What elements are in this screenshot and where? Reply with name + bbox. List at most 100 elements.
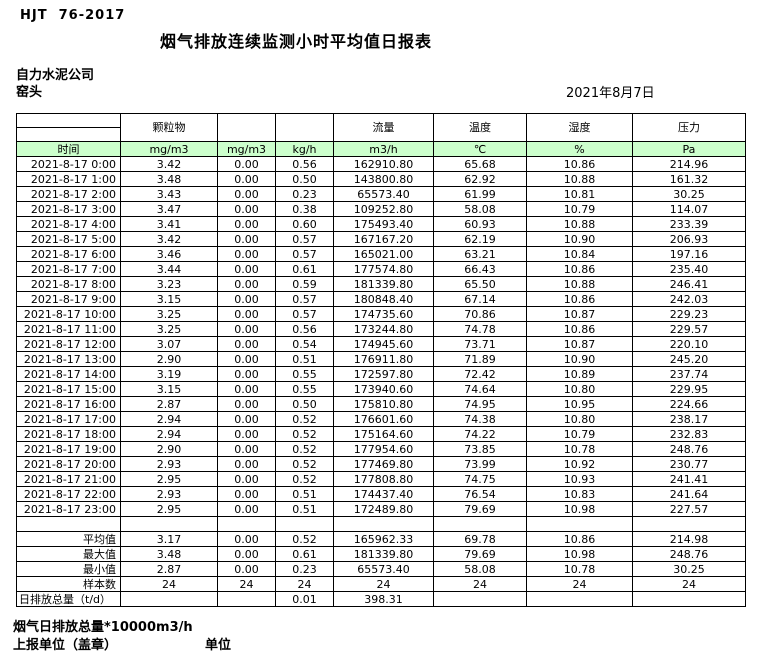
value-cell: 232.83 <box>632 426 746 442</box>
summary-value-cell: 0.00 <box>217 561 276 577</box>
value-cell: 0.60 <box>275 216 334 232</box>
value-cell: 0.56 <box>275 156 334 172</box>
value-cell: 0.00 <box>217 471 276 487</box>
value-cell: 70.86 <box>433 306 527 322</box>
value-cell: 180848.40 <box>333 291 434 307</box>
empty-cell <box>217 516 276 532</box>
time-cell: 2021-8-17 20:00 <box>16 456 121 472</box>
summary-label-cell: 最大值 <box>16 546 121 562</box>
summary-label-cell: 平均值 <box>16 531 121 547</box>
value-cell: 174945.60 <box>333 336 434 352</box>
value-cell: 181339.80 <box>333 276 434 292</box>
header-temperature: 温度 <box>433 113 527 142</box>
time-cell: 2021-8-17 21:00 <box>16 471 121 487</box>
value-cell: 3.25 <box>120 306 218 322</box>
hour-row: 2021-8-17 11:00 3.25 0.00 0.56 173244.80 74.7… <box>16 321 746 337</box>
time-cell: 2021-8-17 5:00 <box>16 231 121 247</box>
hourly-data-rows: 2021-8-17 0:00 3.42 0.00 0.56 162910.80 65.68… <box>16 156 746 517</box>
value-cell: 174735.60 <box>333 306 434 322</box>
hour-row: 2021-8-17 18:00 2.94 0.00 0.52 175164.60 74.2… <box>16 426 746 442</box>
time-cell: 2021-8-17 18:00 <box>16 426 121 442</box>
value-cell: 0.55 <box>275 381 334 397</box>
summary-row: 日排放总量（t/d） 0.01 398.31 <box>16 591 746 607</box>
unit-percent: % <box>526 141 633 157</box>
value-cell: 242.03 <box>632 291 746 307</box>
summary-value-cell: 0.00 <box>217 546 276 562</box>
value-cell: 3.15 <box>120 291 218 307</box>
hour-row: 2021-8-17 6:00 3.46 0.00 0.57 165021.00 63.21… <box>16 246 746 262</box>
value-cell: 74.95 <box>433 396 527 412</box>
summary-value-cell <box>120 591 218 607</box>
value-cell: 0.00 <box>217 321 276 337</box>
value-cell: 0.55 <box>275 366 334 382</box>
value-cell: 238.17 <box>632 411 746 427</box>
value-cell: 220.10 <box>632 336 746 352</box>
value-cell: 0.51 <box>275 351 334 367</box>
summary-value-cell: 248.76 <box>632 546 746 562</box>
value-cell: 176601.60 <box>333 411 434 427</box>
value-cell: 10.90 <box>526 351 633 367</box>
header-flow: 流量 <box>333 113 434 142</box>
value-cell: 67.14 <box>433 291 527 307</box>
value-cell: 3.46 <box>120 246 218 262</box>
value-cell: 60.93 <box>433 216 527 232</box>
summary-value-cell: 30.25 <box>632 561 746 577</box>
value-cell: 3.07 <box>120 336 218 352</box>
summary-value-cell: 0.61 <box>275 546 334 562</box>
value-cell: 65.68 <box>433 156 527 172</box>
header-blank-cell2 <box>16 127 121 142</box>
value-cell: 10.92 <box>526 456 633 472</box>
summary-value-cell <box>217 591 276 607</box>
company-name: 自力水泥公司 <box>16 68 95 83</box>
time-cell: 2021-8-17 10:00 <box>16 306 121 322</box>
value-cell: 0.00 <box>217 216 276 232</box>
time-cell: 2021-8-17 0:00 <box>16 156 121 172</box>
value-cell: 2.94 <box>120 426 218 442</box>
value-cell: 0.00 <box>217 441 276 457</box>
value-cell: 165021.00 <box>333 246 434 262</box>
empty-cell <box>333 516 434 532</box>
unit-label: 单位 <box>205 638 232 653</box>
hour-row: 2021-8-17 0:00 3.42 0.00 0.56 162910.80 65.68… <box>16 156 746 172</box>
value-cell: 0.57 <box>275 291 334 307</box>
value-cell: 0.00 <box>217 366 276 382</box>
value-cell: 62.92 <box>433 171 527 187</box>
empty-cell <box>632 516 746 532</box>
summary-value-cell: 24 <box>217 576 276 592</box>
report-unit-label: 上报单位（盖章） <box>13 638 118 653</box>
station-name: 窑头 <box>16 85 43 100</box>
value-cell: 0.00 <box>217 291 276 307</box>
monitoring-report-table: 颗粒物 流量 温度 湿度 压力 时间 mg/m3 mg/m3 kg/h m3/h… <box>16 113 746 607</box>
hour-row: 2021-8-17 20:00 2.93 0.00 0.52 177469.80 73.9… <box>16 456 746 472</box>
empty-cell <box>275 516 334 532</box>
value-cell: 0.23 <box>275 186 334 202</box>
value-cell: 10.79 <box>526 426 633 442</box>
hour-row: 2021-8-17 22:00 2.93 0.00 0.51 174437.40 76.5… <box>16 486 746 502</box>
value-cell: 0.00 <box>217 201 276 217</box>
empty-cell <box>526 516 633 532</box>
value-cell: 2.90 <box>120 351 218 367</box>
value-cell: 0.00 <box>217 336 276 352</box>
value-cell: 3.41 <box>120 216 218 232</box>
unit-kgh: kg/h <box>275 141 334 157</box>
value-cell: 0.59 <box>275 276 334 292</box>
summary-value-cell <box>433 591 527 607</box>
summary-value-cell: 3.48 <box>120 546 218 562</box>
value-cell: 66.43 <box>433 261 527 277</box>
value-cell: 114.07 <box>632 201 746 217</box>
value-cell: 10.90 <box>526 231 633 247</box>
time-cell: 2021-8-17 12:00 <box>16 336 121 352</box>
value-cell: 10.88 <box>526 276 633 292</box>
value-cell: 2.95 <box>120 471 218 487</box>
value-cell: 248.76 <box>632 441 746 457</box>
value-cell: 227.57 <box>632 501 746 517</box>
value-cell: 10.95 <box>526 396 633 412</box>
value-cell: 175810.80 <box>333 396 434 412</box>
value-cell: 109252.80 <box>333 201 434 217</box>
summary-value-cell: 24 <box>333 576 434 592</box>
hour-row: 2021-8-17 14:00 3.19 0.00 0.55 172597.80 72.4… <box>16 366 746 382</box>
value-cell: 0.00 <box>217 426 276 442</box>
empty-row <box>16 516 746 532</box>
value-cell: 2.95 <box>120 501 218 517</box>
time-cell: 2021-8-17 8:00 <box>16 276 121 292</box>
